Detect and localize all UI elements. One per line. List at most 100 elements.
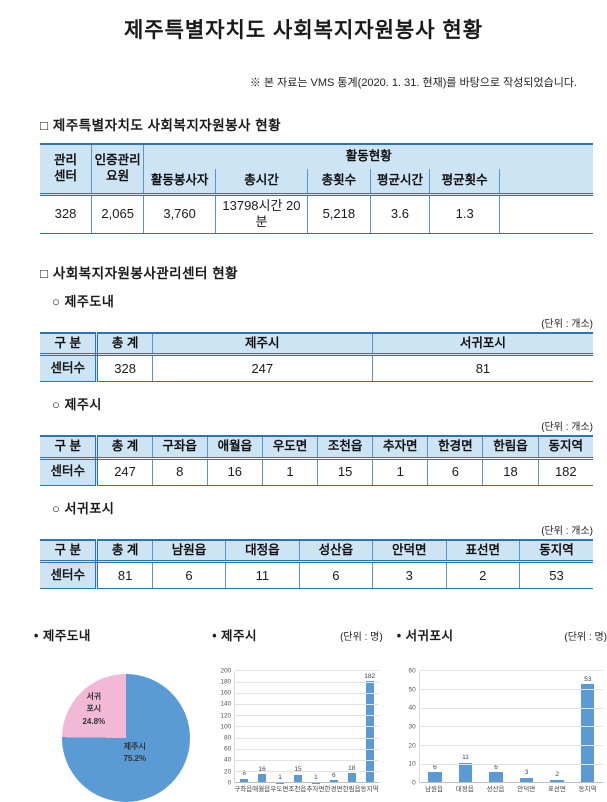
x-tick-label: 애월읍 [252,786,271,794]
bar-slot: 1 [271,671,289,784]
section2-heading: □ 사회복지자원봉사관리센터 현황 [40,265,239,281]
gridline [235,681,379,683]
table-cell: 18 [482,458,539,486]
y-tick-label: 10 [408,760,416,768]
bar [365,681,374,784]
column-header: 동지역 [537,435,593,460]
bars: 8 16 1 15 1 6 18 182 [235,671,379,784]
table-cell: 13798시간 20분 [214,194,309,234]
subsection-heading-seogwipo-city: ○ 서귀포시 [52,500,115,516]
column-header: 서귀포시 [371,331,593,357]
gridline [235,759,379,761]
bar-chart-seogwipo-city: • 서귀포시 (단위 : 명) 6 11 6 3 2 53 0 10 20 30 40 50 60 남… [397,625,607,802]
y-tick-label: 140 [220,700,232,708]
y-tick-label: 60 [408,667,416,675]
x-tick-label: 안덕면 [517,786,536,794]
table-cell: 182 [537,458,593,486]
pie-chart: 서귀 포시 24.8% 제주시 75.2% [62,674,190,802]
bar-slot: 1 [307,671,325,784]
x-tick-label: 한경면 [324,786,343,794]
bar-value-label: 6 [332,771,336,779]
table-cell: 328 [40,194,92,234]
y-tick-label: 20 [408,741,416,749]
gridline [419,726,603,728]
column-header: 제주시 [151,331,373,357]
column-header: 우도면 [261,435,319,460]
y-tick-label: 50 [408,685,416,693]
gridline [235,737,379,739]
bar [458,762,473,784]
column-header: 구 분 [40,435,99,460]
column-header: 총시간 [214,169,309,196]
gridline [235,715,379,717]
bar-value-label: 1 [278,774,282,782]
table-cell: 247 [151,354,373,383]
table-cell: 247 [96,458,153,486]
gridline [419,745,603,747]
gridline [235,782,379,784]
column-header: 성산읍 [298,538,374,564]
chart-unit-label: (단위 : 명) [564,632,607,644]
column-header: 구 분 [40,538,99,564]
y-tick-label: 200 [220,667,232,675]
column-header-activity-group: 활동현황 [143,143,593,169]
y-tick-label: 180 [220,678,232,686]
bar-value-label: 16 [258,765,266,773]
column-header: 한림읍 [482,435,539,460]
table-cell: 16 [206,458,263,486]
summary-table: 관리 센터 인증관리 요원 활동현황 활동봉사자 총시간 총횟수 평균시간 평균… [40,143,593,234]
table-cell: 53 [518,561,593,590]
gridline [235,670,379,672]
page-title: 제주특별자치도 사회복지자원봉사 현황 [123,19,484,42]
column-header: 한경면 [427,435,484,460]
table-cell: 3.6 [369,194,431,234]
unit-label: (단위 : 개소) [541,525,593,537]
unit-label: (단위 : 개소) [541,422,593,434]
x-tick-label: 동지역 [360,786,379,794]
bar [580,684,595,784]
gridline [235,703,379,705]
table-cell: 6 [427,458,484,486]
table-cell: 1.3 [429,194,500,234]
column-header-cert-staff: 인증관리 요원 [90,143,145,196]
pie-slice-label-seogwipo: 서귀 포시 24.8% [82,692,106,726]
column-header: 총 계 [96,331,153,357]
x-tick-label: 추자면 [306,786,325,794]
column-header: 표선면 [445,538,520,564]
column-header: 구좌읍 [151,435,208,460]
row-header: 센터수 [40,458,99,486]
bar-value-label: 6 [433,763,437,771]
bar-value-label: 1 [314,774,318,782]
jeju-island-table: 구 분 총 계 제주시 서귀포시 센터수 328 247 81 [40,331,593,383]
column-header: 평균횟수 [429,169,500,196]
x-axis-labels: 구좌읍 애월읍 우도면 조천읍 추자면 한경면 한림읍 동지역 [234,787,379,794]
table-cell: 11 [225,561,300,590]
gridline [419,782,603,784]
y-tick-label: 100 [220,723,232,731]
x-tick-label: 우도면 [270,786,289,794]
y-tick-label: 0 [227,779,232,787]
x-tick-label: 한림읍 [342,786,361,794]
x-tick-label: 조천읍 [288,786,307,794]
table-cell: 2,065 [90,194,145,234]
column-header: 조천읍 [317,435,374,460]
gridline [419,670,603,672]
table-cell: 1 [261,458,319,486]
section1-heading: □ 제주특별자치도 사회복지자원봉사 현황 [40,118,282,133]
bar-value-label: 6 [494,763,498,771]
column-header: 총횟수 [307,169,371,196]
chart-title: • 제주시 [212,629,258,644]
chart-title: • 서귀포시 [396,629,454,644]
y-tick-label: 30 [408,723,416,731]
bar-slot: 18 [343,671,361,784]
seogwipo-city-table: 구 분 총 계 남원읍 대정읍 성산읍 안덕면 표선면 동지역 센터수 81 6… [40,538,593,590]
table-cell: 6 [151,561,227,590]
y-tick-label: 80 [223,734,232,742]
bar-slot: 6 [325,671,343,784]
bar-value-label: 182 [364,672,376,680]
bar-chart-jeju-city: • 제주시 (단위 : 명) 8 16 1 15 1 6 18 182 0 20 40 60 80 10… [212,625,383,802]
column-header-manage-center: 관리 센터 [40,143,92,196]
table-cell: 328 [96,354,153,383]
source-note: ※ 본 자료는 VMS 통계(2020. 1. 31. 현재)를 바탕으로 작성… [249,77,577,89]
bar-value-label: 2 [555,771,559,779]
